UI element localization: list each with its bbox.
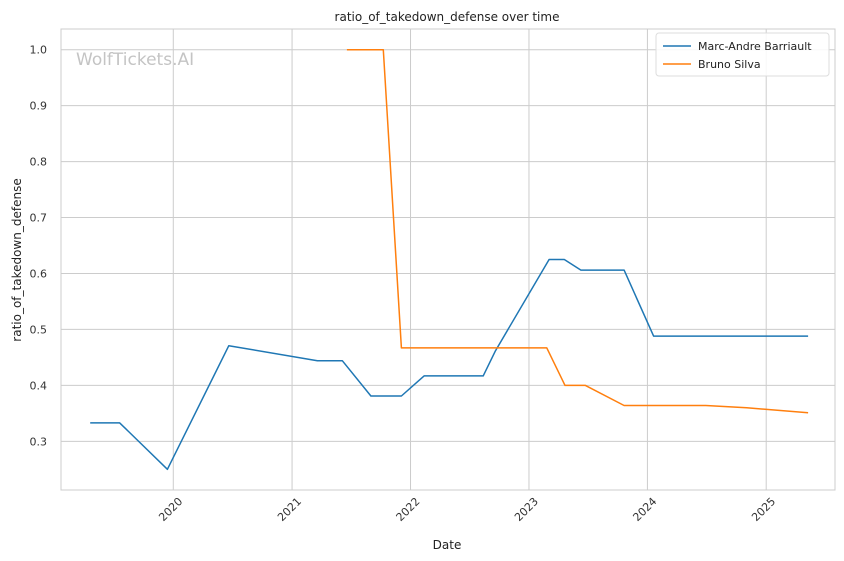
y-tick-label: 0.9 [30,100,48,113]
series-line-marc-andre-barriault [90,258,809,471]
series-line-bruno-silva [346,48,809,414]
y-tick-label: 1.0 [30,44,48,57]
x-axis-ticks: 2020 2021 2022 2023 2024 2025 [156,495,778,524]
y-axis-label: ratio_of_takedown_defense [10,178,24,341]
y-axis-ticks: 0.3 0.4 0.5 0.6 0.7 0.8 0.9 1.0 [30,44,48,449]
legend: Marc-Andre Barriault Bruno Silva [655,32,830,77]
y-tick-label: 0.6 [30,267,48,280]
y-tick-label: 0.5 [30,323,48,336]
plot-area-border [60,28,836,491]
y-tick-label: 0.7 [30,212,48,225]
y-tick-label: 0.3 [30,435,48,448]
x-axis-label: Date [433,538,462,552]
x-tick-label: 2020 [156,495,185,524]
y-tick-label: 0.8 [30,156,48,169]
x-tick-label: 2021 [275,495,304,524]
legend-label: Marc-Andre Barriault [698,40,812,53]
x-tick-label: 2022 [394,495,423,524]
legend-label: Bruno Silva [698,58,761,71]
x-tick-label: 2024 [630,495,659,524]
grid [61,29,835,490]
watermark: WolfTickets.AI [76,50,194,70]
chart-title: ratio_of_takedown_defense over time [335,10,560,24]
x-tick-label: 2023 [512,495,541,524]
series-lines [90,48,809,471]
legend-box [655,32,830,77]
x-tick-label: 2025 [749,495,778,524]
y-tick-label: 0.4 [30,379,48,392]
